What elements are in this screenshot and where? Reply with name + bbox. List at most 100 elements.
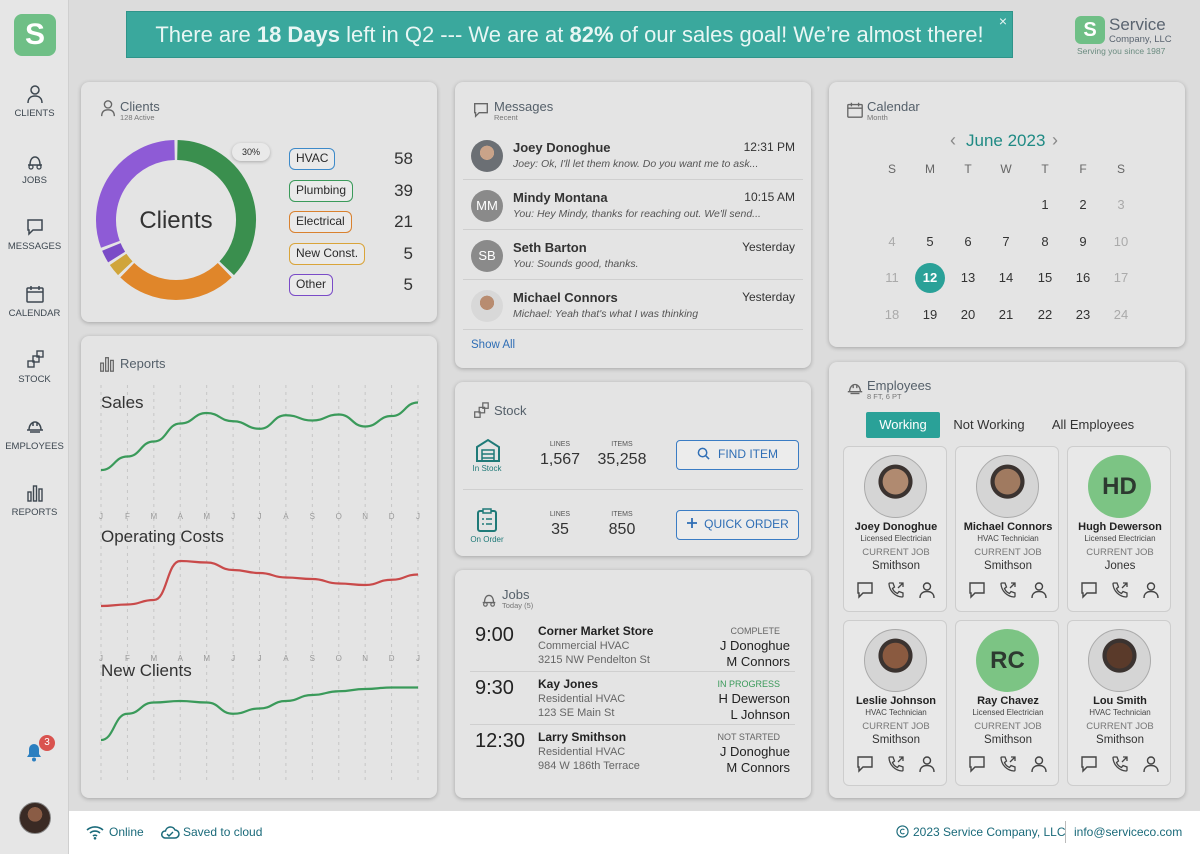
calendar-day[interactable]: 10 xyxy=(1113,234,1129,249)
chat-icon[interactable] xyxy=(1080,581,1098,599)
employee-card[interactable]: Leslie Johnson HVAC Technician CURRENT JOB… xyxy=(843,620,947,786)
donut-segment[interactable] xyxy=(102,242,126,263)
chart-title-operating-costs: Operating Costs xyxy=(101,527,224,546)
user-avatar[interactable] xyxy=(19,802,51,834)
profile-icon[interactable] xyxy=(1030,755,1048,773)
app-logo[interactable]: S xyxy=(14,14,56,56)
phone-icon[interactable] xyxy=(887,581,905,599)
calendar-day[interactable]: 24 xyxy=(1113,307,1129,322)
calendar-day[interactable]: 2 xyxy=(1079,197,1087,212)
donut-segment[interactable] xyxy=(120,262,232,300)
category-pill[interactable]: New Const. xyxy=(289,243,366,265)
calendar-day[interactable]: 19 xyxy=(922,307,938,322)
nav-clients[interactable]: CLIENTS xyxy=(0,84,69,119)
nav-reports[interactable]: REPORTS xyxy=(0,483,69,518)
job-name: Larry Smithson xyxy=(538,730,627,744)
calendar-month: June 2023 xyxy=(966,131,1046,150)
employee-card[interactable]: Michael Connors HVAC Technician CURRENT JO… xyxy=(955,446,1059,612)
calendar-day[interactable]: 3 xyxy=(1117,197,1125,212)
phone-icon[interactable] xyxy=(999,755,1017,773)
donut-segment[interactable] xyxy=(176,140,256,276)
calendar-day[interactable]: 13 xyxy=(960,270,976,285)
items-label: ITEMS xyxy=(611,441,633,448)
calendar-day[interactable]: 8 xyxy=(1041,234,1049,249)
donut-segment[interactable] xyxy=(96,140,176,248)
nav-calendar[interactable]: CALENDAR xyxy=(0,284,69,319)
calendar-day[interactable]: 16 xyxy=(1075,270,1091,285)
profile-icon[interactable] xyxy=(1030,581,1048,599)
chevron-left-icon[interactable]: ‹ xyxy=(950,130,956,150)
current-job: Smithson xyxy=(872,560,920,572)
calendar-day[interactable]: 12 xyxy=(915,263,945,293)
current-job-label: CURRENT JOB xyxy=(1086,721,1154,732)
email-link[interactable]: info@serviceco.com xyxy=(1074,825,1183,839)
chevron-right-icon[interactable]: › xyxy=(1052,130,1058,150)
calendar-day[interactable]: 17 xyxy=(1113,270,1129,285)
employee-card[interactable]: HD Hugh Dewerson Licensed Electrician CURRE… xyxy=(1067,446,1171,612)
nav-employees[interactable]: EMPLOYEES xyxy=(0,417,69,452)
chat-icon[interactable] xyxy=(968,581,986,599)
calendar-day[interactable]: 1 xyxy=(1041,197,1049,212)
calendar-day[interactable]: 20 xyxy=(960,307,976,322)
phone-icon[interactable] xyxy=(1111,581,1129,599)
find-item-button[interactable]: FIND ITEM xyxy=(676,440,799,470)
profile-icon[interactable] xyxy=(918,581,936,599)
message-row[interactable]: MM Mindy Montana 10:15 AM You: Hey Mindy… xyxy=(463,180,803,230)
bars-icon xyxy=(26,485,43,502)
month-label: D xyxy=(388,512,395,521)
tab-working[interactable]: Working xyxy=(866,412,940,438)
employee-name: Michael Connors xyxy=(963,521,1053,533)
calendar-day[interactable]: 11 xyxy=(885,270,899,285)
chat-icon[interactable] xyxy=(856,581,874,599)
employee-card[interactable]: Lou Smith HVAC Technician CURRENT JOB Smith… xyxy=(1067,620,1171,786)
phone-icon[interactable] xyxy=(887,755,905,773)
calendar-day[interactable]: 23 xyxy=(1075,307,1091,322)
message-row[interactable]: Joey Donoghue 12:31 PM Joey: Ok, I'll le… xyxy=(463,130,803,180)
calendar-day[interactable]: 22 xyxy=(1037,307,1053,322)
clipboard-icon xyxy=(477,508,497,532)
tab-not-working[interactable]: Not Working xyxy=(953,417,1025,432)
jobs-title: Jobs xyxy=(502,587,530,602)
category-pill[interactable]: Plumbing xyxy=(289,180,354,202)
calendar-day[interactable]: 6 xyxy=(964,234,972,249)
profile-icon[interactable] xyxy=(918,755,936,773)
bell-icon[interactable] xyxy=(22,740,46,764)
tab-all-employees[interactable]: All Employees xyxy=(1051,417,1135,432)
close-icon[interactable]: × xyxy=(998,13,1007,29)
nav-stock[interactable]: STOCK xyxy=(0,350,69,385)
job-name: Kay Jones xyxy=(538,677,599,691)
divider xyxy=(470,724,795,725)
phone-icon[interactable] xyxy=(1111,755,1129,773)
employee-card[interactable]: RC Ray Chavez Licensed Electrician CURRENT … xyxy=(955,620,1059,786)
phone-icon[interactable] xyxy=(999,581,1017,599)
job-type: Residential HVAC xyxy=(538,693,626,705)
profile-icon[interactable] xyxy=(1142,581,1160,599)
chat-icon[interactable] xyxy=(1080,755,1098,773)
profile-icon[interactable] xyxy=(1142,755,1160,773)
employee-role: HVAC Technician xyxy=(865,708,927,717)
calendar-day[interactable]: 14 xyxy=(998,270,1014,285)
message-row[interactable]: Michael Connors Yesterday Michael: Yeah … xyxy=(463,280,803,330)
category-pill[interactable]: Electrical xyxy=(289,211,352,233)
chat-icon[interactable] xyxy=(968,755,986,773)
calendar-day[interactable]: 9 xyxy=(1079,234,1087,249)
calendar-day[interactable]: 18 xyxy=(884,307,900,322)
category-pill[interactable]: HVAC xyxy=(289,148,336,170)
show-all-link[interactable]: Show All xyxy=(471,339,516,351)
message-row[interactable]: SB Seth Barton Yesterday You: Sounds goo… xyxy=(463,230,803,280)
nav-label: JOBS xyxy=(22,175,47,186)
category-pill[interactable]: Other xyxy=(289,274,334,296)
quick-order-button[interactable]: QUICK ORDER xyxy=(676,510,799,540)
plus-icon xyxy=(687,518,698,528)
nav-jobs[interactable]: JOBS xyxy=(0,151,69,186)
calendar-day[interactable]: 21 xyxy=(998,307,1014,322)
calendar-day[interactable]: 15 xyxy=(1037,270,1053,285)
chat-icon[interactable] xyxy=(856,755,874,773)
on-order-lines: 35 xyxy=(551,521,569,538)
calendar-day[interactable]: 4 xyxy=(888,234,896,249)
employee-card[interactable]: Joey Donoghue Licensed Electrician CURRENT… xyxy=(843,446,947,612)
calendar-day[interactable]: 7 xyxy=(1002,234,1010,249)
donut-segment[interactable] xyxy=(109,253,133,276)
calendar-day[interactable]: 5 xyxy=(926,234,934,249)
nav-messages[interactable]: MESSAGES xyxy=(0,217,69,252)
